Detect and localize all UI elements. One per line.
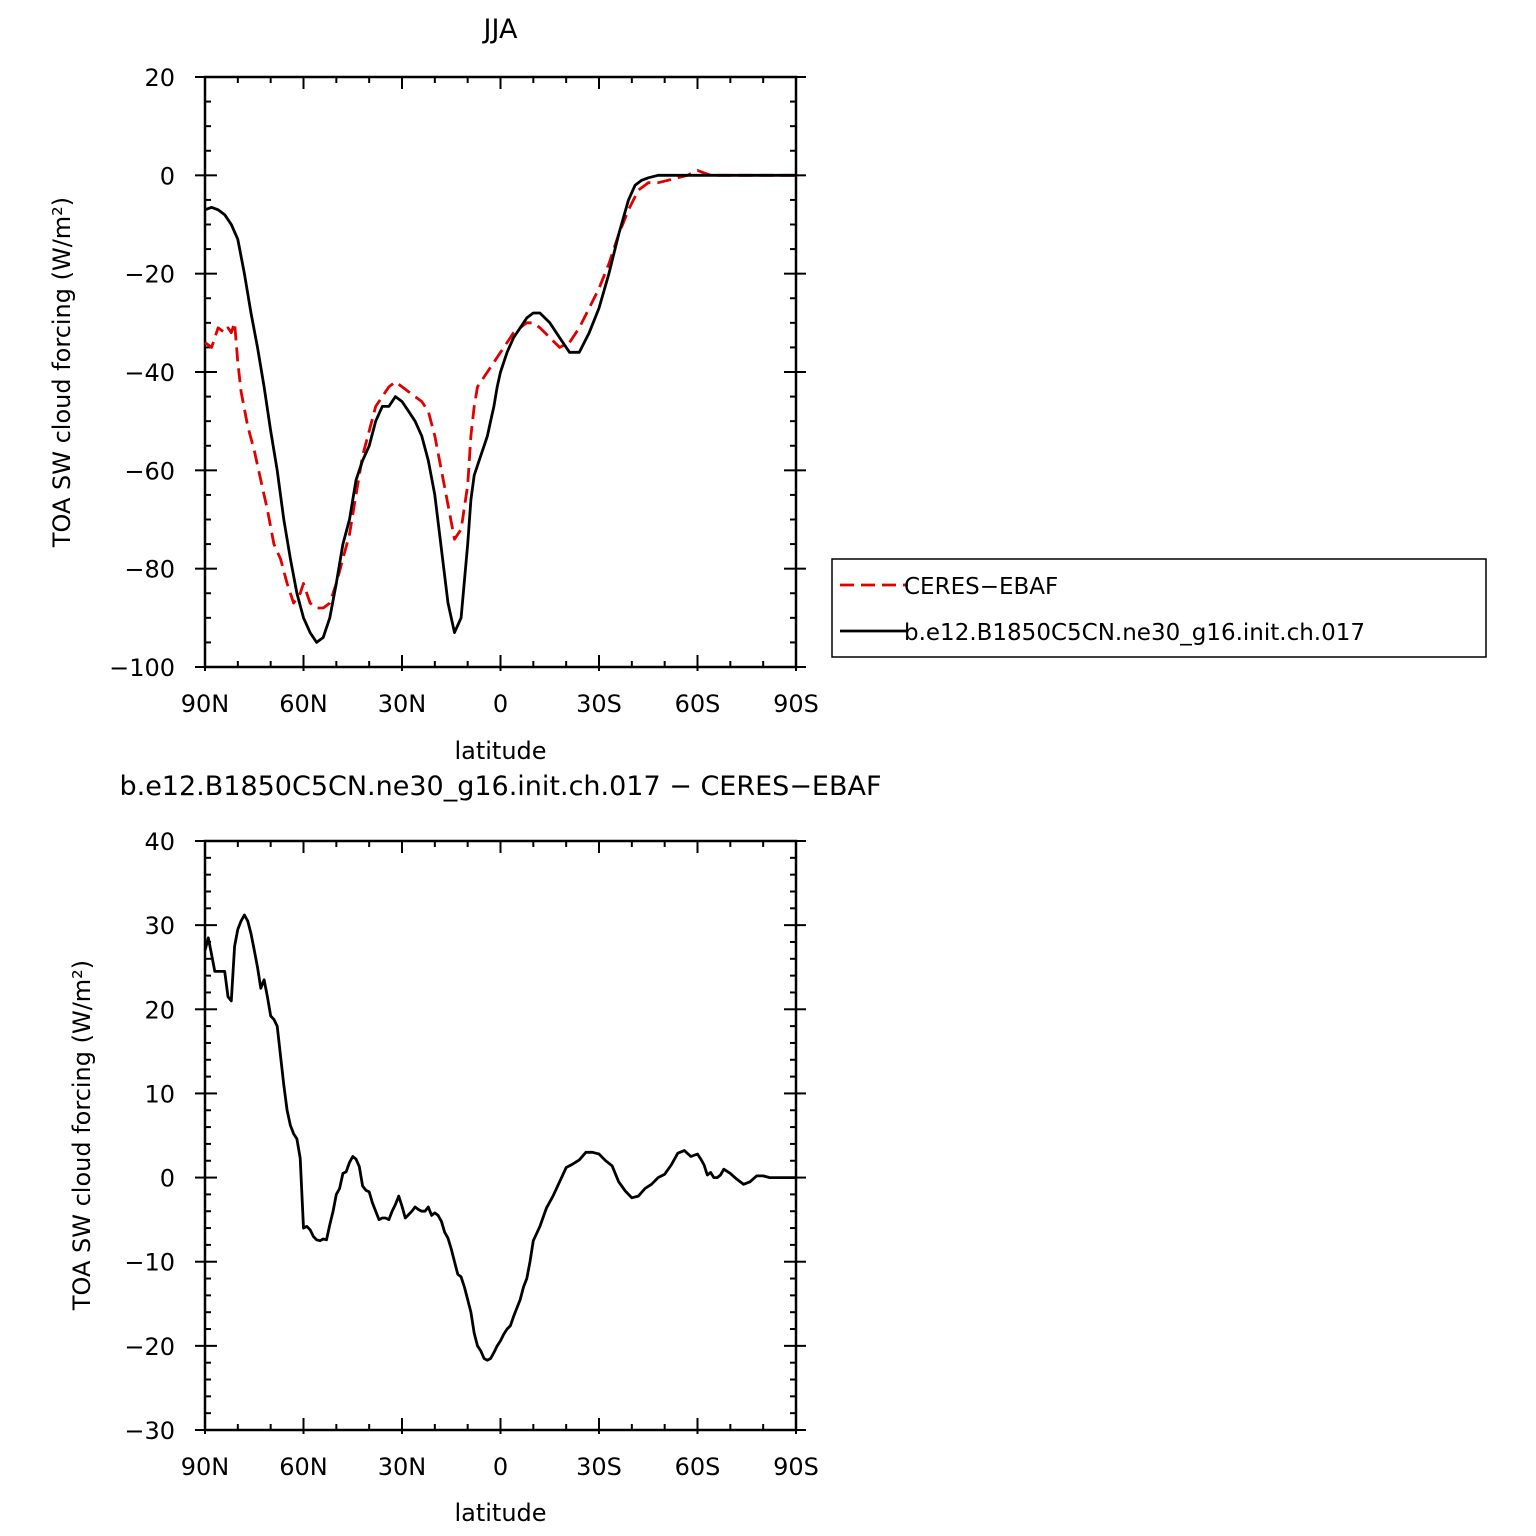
y-tick-label: 0 (160, 1165, 175, 1193)
y-axis-label: TOA SW cloud forcing (W/m²) (68, 960, 96, 1311)
y-tick-label: −20 (124, 1333, 175, 1361)
x-tick-label: 30S (576, 1453, 622, 1481)
x-tick-label: 90N (181, 690, 230, 718)
chart-title: b.e12.B1850C5CN.ne30_g16.init.ch.017 − C… (119, 771, 881, 802)
y-tick-label: 0 (160, 162, 175, 190)
x-tick-label: 90S (773, 690, 819, 718)
y-tick-label: −80 (124, 556, 175, 584)
y-tick-label: 40 (144, 828, 175, 856)
bottom-panel-chart: b.e12.B1850C5CN.ne30_g16.init.ch.017 − C… (68, 771, 882, 1527)
chart-title: JJA (482, 14, 518, 45)
x-axis-label: latitude (454, 737, 546, 765)
series-line-2 (204, 173, 796, 644)
series-line-1 (203, 913, 796, 1362)
y-tick-label: 20 (144, 996, 175, 1024)
x-tick-label: 90S (773, 1453, 819, 1481)
y-tick-label: −40 (124, 359, 175, 387)
y-tick-label: 10 (144, 1080, 175, 1108)
x-tick-label: 60N (279, 690, 328, 718)
x-tick-label: 30S (576, 690, 622, 718)
y-tick-label: −30 (124, 1417, 175, 1445)
x-tick-label: 0 (493, 690, 508, 718)
top-panel-chart: JJA 90N 60N 30N 0 30S 60S 90S 20 0 −20 −40 −60 −80 −10… (48, 14, 1487, 765)
x-tick-label: 0 (493, 1453, 508, 1481)
legend-label-1: CERES−EBAF (904, 574, 1058, 600)
legend-box (831, 558, 1487, 658)
x-tick-label: 60S (675, 1453, 721, 1481)
x-tick-label: 60N (279, 1453, 328, 1481)
y-tick-label: −10 (124, 1249, 175, 1277)
x-tick-label: 90N (181, 1453, 230, 1481)
x-tick-label: 30N (378, 690, 427, 718)
y-tick-label: 30 (144, 912, 175, 940)
y-tick-label: −60 (124, 457, 175, 485)
x-axis-label: latitude (454, 1499, 546, 1527)
y-axis-label: TOA SW cloud forcing (W/m²) (48, 197, 76, 548)
y-tick-label: −100 (109, 654, 175, 682)
x-tick-label: 30N (378, 1453, 427, 1481)
x-tick-label: 60S (675, 690, 721, 718)
y-tick-label: 20 (144, 64, 175, 92)
legend-label-2: b.e12.B1850C5CN.ne30_g16.init.ch.017 (904, 620, 1365, 646)
series-line-1 (204, 168, 796, 610)
y-tick-label: −20 (124, 261, 175, 289)
